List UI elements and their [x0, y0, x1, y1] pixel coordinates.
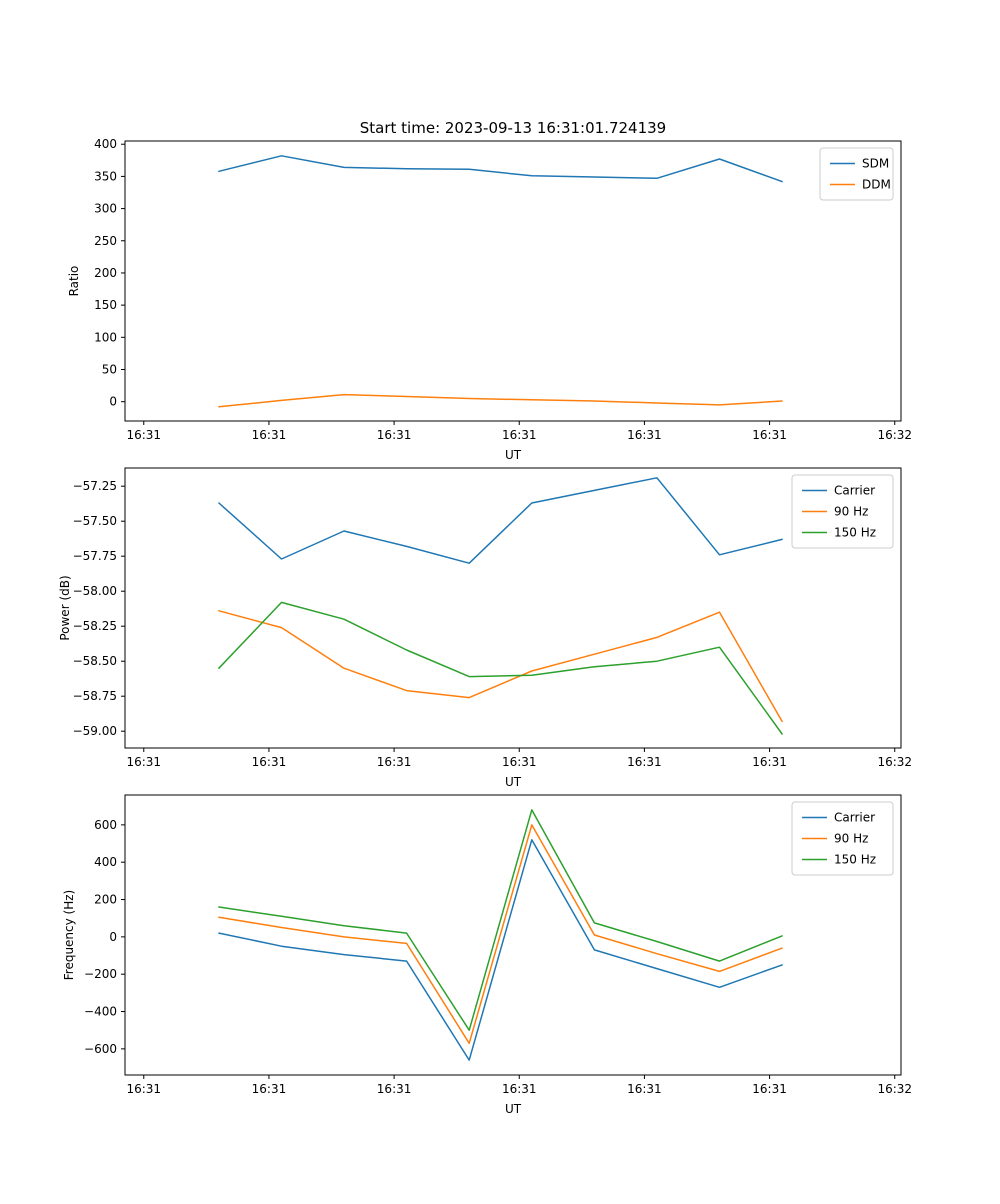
y-tick-label: −58.50 — [73, 654, 117, 668]
y-tick-label: 250 — [94, 234, 117, 248]
y-tick-label: −58.75 — [73, 689, 117, 703]
x-tick-label: 16:31 — [502, 1082, 537, 1096]
legend-label: 90 Hz — [834, 505, 868, 519]
series-line-carrier — [218, 839, 783, 1061]
legend-label: 150 Hz — [834, 853, 876, 867]
y-tick-label: 200 — [94, 893, 117, 907]
series-line-sdm — [218, 155, 783, 183]
y-tick-label: −200 — [84, 967, 117, 981]
x-tick-label: 16:32 — [877, 428, 912, 442]
series-line-90-hz — [218, 824, 783, 1045]
y-tick-label: 300 — [94, 202, 117, 216]
legend-label: Carrier — [834, 811, 875, 825]
legend-label: SDM — [862, 157, 889, 171]
x-tick-label: 16:31 — [627, 1082, 662, 1096]
y-tick-label: −57.50 — [73, 514, 117, 528]
x-tick-label: 16:31 — [627, 428, 662, 442]
series-line-150-hz — [218, 809, 783, 1031]
x-tick-label: 16:31 — [752, 755, 787, 769]
y-tick-label: −59.00 — [73, 724, 117, 738]
y-axis-label: Ratio — [67, 266, 81, 297]
x-tick-label: 16:31 — [752, 1082, 787, 1096]
y-tick-label: 150 — [94, 298, 117, 312]
x-tick-label: 16:31 — [752, 428, 787, 442]
x-tick-label: 16:31 — [627, 755, 662, 769]
y-tick-label: 350 — [94, 169, 117, 183]
y-tick-label: 200 — [94, 266, 117, 280]
x-tick-label: 16:31 — [252, 1082, 287, 1096]
x-tick-label: 16:31 — [502, 755, 537, 769]
x-tick-label: 16:32 — [877, 1082, 912, 1096]
y-tick-label: −57.25 — [73, 479, 117, 493]
legend-box — [791, 474, 894, 549]
y-tick-label: −57.75 — [73, 549, 117, 563]
x-tick-label: 16:31 — [377, 755, 412, 769]
y-tick-label: 400 — [94, 855, 117, 869]
y-tick-label: −58.25 — [73, 619, 117, 633]
legend-box — [791, 801, 894, 876]
x-tick-label: 16:31 — [377, 428, 412, 442]
x-tick-label: 16:31 — [126, 755, 161, 769]
legend-box — [819, 147, 894, 201]
y-tick-label: −58.00 — [73, 584, 117, 598]
x-tick-label: 16:32 — [877, 755, 912, 769]
charts-group: 16:31 16:31 16:31 16:31 16:31 16:31 16:32 0 50 10… — [58, 137, 912, 1116]
figure-title: Start time: 2023-09-13 16:31:01.724139 — [360, 119, 666, 137]
series-line-90-hz — [218, 610, 783, 723]
legend-label: 90 Hz — [834, 832, 868, 846]
x-axis-label: UT — [505, 1102, 522, 1116]
series-line-ddm — [218, 393, 783, 408]
y-tick-label: 600 — [94, 818, 117, 832]
y-tick-label: −600 — [84, 1042, 117, 1056]
x-axis-label: UT — [505, 448, 522, 462]
series-line-150-hz — [218, 601, 783, 735]
y-axis-label: Power (dB) — [58, 575, 72, 640]
x-tick-label: 16:31 — [502, 428, 537, 442]
x-tick-label: 16:31 — [126, 1082, 161, 1096]
axes-frame — [124, 467, 902, 749]
y-tick-label: 100 — [94, 330, 117, 344]
axes-frame — [124, 794, 902, 1076]
x-axis-label: UT — [505, 775, 522, 789]
x-tick-label: 16:31 — [126, 428, 161, 442]
y-axis-label: Frequency (Hz) — [62, 890, 76, 981]
y-tick-label: 50 — [102, 363, 117, 377]
y-tick-label: 400 — [94, 137, 117, 151]
legend-label: Carrier — [834, 484, 875, 498]
x-tick-label: 16:31 — [252, 428, 287, 442]
legend-label: DDM — [862, 178, 891, 192]
axes-frame — [124, 140, 902, 422]
legend-label: 150 Hz — [834, 526, 876, 540]
series-line-carrier — [218, 477, 783, 564]
y-tick-label: −400 — [84, 1005, 117, 1019]
x-tick-label: 16:31 — [377, 1082, 412, 1096]
y-tick-label: 0 — [109, 930, 117, 944]
y-tick-label: 0 — [109, 395, 117, 409]
x-tick-label: 16:31 — [252, 755, 287, 769]
